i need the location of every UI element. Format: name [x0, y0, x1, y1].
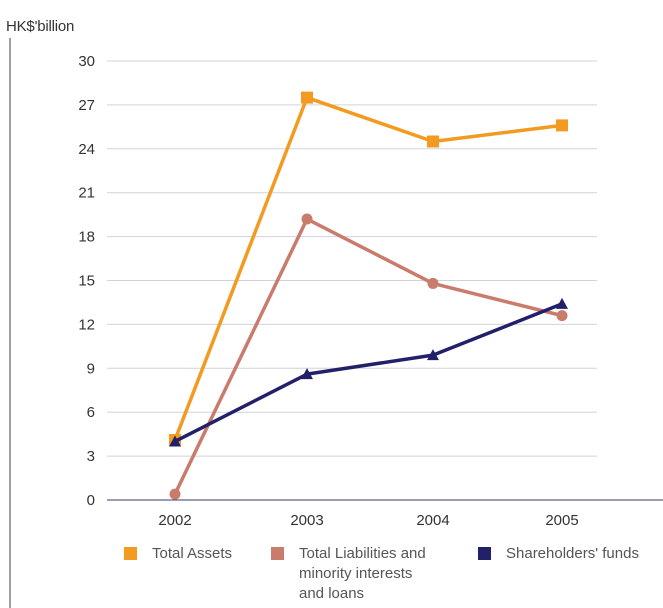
- y-tick-label: 6: [87, 404, 95, 421]
- x-tick-label: 2003: [290, 512, 323, 529]
- legend-label-total-liabilities: Total Liabilities and minority interests…: [299, 544, 426, 604]
- data-point-triangle: [427, 349, 439, 361]
- y-tick-label: 27: [78, 97, 95, 114]
- data-point-square: [427, 135, 439, 148]
- legend-swatch-total-liabilities: [271, 547, 284, 560]
- legend-swatch-shareholders-funds: [478, 547, 491, 560]
- y-tick-label: 21: [78, 185, 95, 202]
- legend-label-shareholders-funds: Shareholders' funds: [506, 545, 639, 562]
- y-tick-label: 0: [87, 492, 95, 509]
- y-tick-label: 30: [78, 53, 95, 70]
- x-tick-label: 2005: [545, 512, 578, 529]
- data-point-circle: [301, 213, 313, 225]
- series-line-0: [173, 95, 563, 441]
- y-tick-label: 24: [78, 141, 95, 158]
- legend-label-total-liabilities-line3: and loans: [299, 585, 365, 602]
- data-point-circle: [556, 310, 568, 322]
- y-tick-label: 18: [78, 229, 95, 246]
- legend-item-shareholders-funds: Shareholders' funds: [478, 544, 639, 564]
- x-tick-label: 2002: [158, 512, 191, 529]
- data-point-square: [556, 119, 568, 132]
- series-line-1: [173, 217, 563, 495]
- data-point-square: [301, 91, 313, 104]
- series-line-2: [174, 302, 563, 444]
- y-tick-label: 15: [78, 273, 95, 290]
- legend-label-total-liabilities-line2: minority interests: [299, 565, 413, 582]
- x-tick-label: 2004: [416, 512, 449, 529]
- legend-item-total-assets: Total Assets: [124, 544, 232, 564]
- data-point-triangle: [301, 368, 313, 380]
- y-axis-unit-label: HK$'billion: [6, 18, 75, 35]
- y-tick-label: 3: [87, 448, 95, 465]
- legend-item-total-liabilities: Total Liabilities and minority interests…: [271, 544, 426, 604]
- data-point-circle: [169, 488, 181, 500]
- data-point-triangle: [556, 297, 568, 309]
- y-tick-label: 9: [87, 360, 95, 377]
- legend-swatch-total-assets: [124, 547, 137, 560]
- legend-label-total-assets: Total Assets: [152, 545, 233, 562]
- legend-label-total-liabilities-line1: Total Liabilities and: [299, 545, 426, 562]
- data-point-triangle: [169, 435, 181, 447]
- data-point-circle: [427, 277, 439, 289]
- y-tick-label: 12: [78, 316, 95, 333]
